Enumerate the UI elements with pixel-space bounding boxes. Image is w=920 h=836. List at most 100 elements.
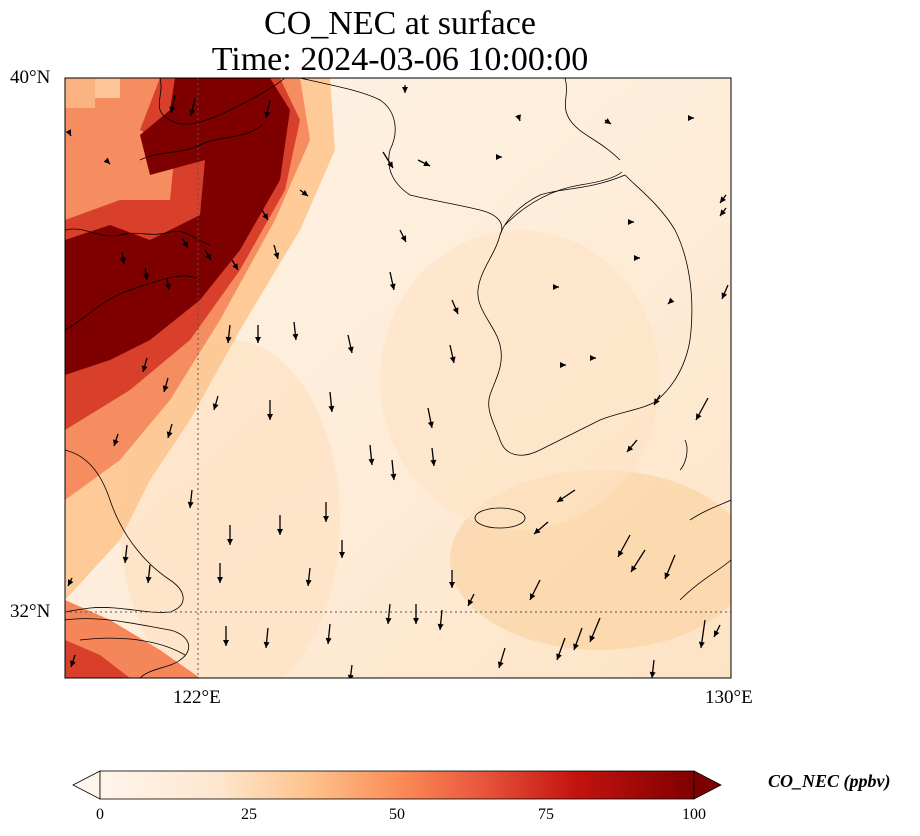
wind-vector-head — [225, 336, 232, 343]
wind-vector-head — [182, 241, 188, 248]
wind-vector-head — [430, 459, 437, 466]
wind-vector-head — [143, 273, 149, 280]
wind-vector-head — [166, 431, 173, 438]
wind-vector-head — [618, 550, 624, 557]
wind-vector-head — [68, 579, 74, 586]
wind-vector-head — [205, 253, 211, 260]
wind-vector-head — [325, 637, 332, 644]
colorbar-tick-25: 25 — [241, 806, 257, 823]
wind-vector-head — [169, 106, 176, 113]
lat-tick-32N: 32°N — [10, 601, 51, 622]
wind-vector-head — [449, 582, 455, 588]
wind-vector-head — [145, 576, 152, 583]
wind-vector-head — [113, 439, 119, 446]
wind-vector-head — [120, 257, 126, 264]
wind-vector-head — [664, 572, 671, 579]
wind-vector-head — [628, 219, 634, 225]
wind-vector-head — [530, 593, 536, 600]
wind-vector-head — [232, 263, 238, 270]
wind-vector-head — [696, 413, 702, 420]
wind-vector-head — [654, 398, 660, 405]
wind-vector-head — [264, 111, 271, 118]
wind-vector-head — [497, 661, 504, 668]
wind-vector-head — [698, 641, 705, 648]
wind-vector-head — [631, 565, 637, 572]
wind-vector-head — [223, 640, 229, 646]
colorbar-tick-75: 75 — [538, 806, 554, 823]
wind-vector-head — [413, 618, 419, 624]
wind-vector-head — [255, 337, 261, 343]
wind-vector-head — [634, 255, 640, 261]
colorbar-extend-max — [693, 770, 722, 800]
wind-vector-head — [162, 385, 169, 392]
wind-vector-head — [589, 635, 596, 642]
colorbar-tick-100: 100 — [682, 806, 706, 823]
colorbar-extend-min — [72, 770, 101, 800]
wind-vector-head — [649, 671, 656, 678]
wind-vector-head — [187, 501, 194, 508]
wind-vector-head — [720, 196, 726, 203]
lon-tick-122E: 122°E — [173, 687, 221, 708]
wind-vector-head — [301, 190, 308, 196]
wind-vectors — [65, 85, 729, 678]
wind-vector-head — [141, 365, 148, 372]
lon-tick-130E: 130°E — [705, 687, 753, 708]
wind-vector-head — [292, 333, 299, 340]
wind-vector-head — [604, 118, 611, 124]
wind-vector-head — [534, 527, 541, 534]
wind-vector-head — [720, 209, 726, 216]
wind-vector-head — [65, 129, 71, 136]
wind-vector-head — [427, 421, 434, 428]
lat-tick-40N: 40°N — [10, 67, 51, 88]
wind-vector-head — [347, 346, 354, 353]
map-title-line2: Time: 2024-03-06 10:00:00 — [211, 41, 589, 78]
wind-vector-head — [212, 403, 219, 410]
wind-vector-head — [573, 643, 579, 650]
wind-vector-head — [468, 599, 474, 606]
wind-vector-head — [390, 473, 397, 480]
wind-vector-head — [423, 160, 430, 166]
wind-vector-head — [496, 154, 502, 160]
wind-vector-head — [263, 641, 270, 648]
wind-vector-head — [553, 284, 559, 290]
wind-vector-head — [217, 577, 223, 583]
wind-vector-head — [189, 109, 196, 116]
wind-vector-head — [347, 674, 354, 678]
wind-vector-head — [668, 297, 675, 304]
wind-vector-head — [323, 516, 329, 522]
wind-vector-head — [557, 496, 564, 502]
wind-vector-head — [688, 115, 694, 121]
wind-vector-head — [556, 653, 562, 660]
wind-vector-head — [560, 362, 566, 368]
wind-vector-head — [277, 529, 283, 535]
wind-vector-head — [368, 458, 375, 465]
wind-vector-head — [227, 539, 233, 545]
colorbar-tick-0: 0 — [96, 806, 104, 823]
wind-vector-head — [402, 87, 408, 93]
plume-core — [65, 78, 290, 375]
wind-vector-head — [328, 405, 335, 412]
colorbar-bar — [99, 770, 695, 800]
wind-vector-head — [70, 660, 76, 667]
coastlines — [65, 78, 731, 678]
map-title-line1: CO_NEC at surface — [264, 5, 536, 42]
wind-vector-head — [714, 630, 720, 637]
wind-vector-head — [339, 552, 345, 558]
wind-vector — [349, 664, 353, 678]
wind-vector-head — [103, 157, 110, 164]
wind-vector-head — [627, 445, 634, 452]
wind-vector-head — [262, 213, 268, 220]
colorbar-label: CO_NEC (ppbv) — [768, 771, 891, 791]
wind-vector-head — [267, 414, 273, 420]
wind-vector-head — [305, 579, 312, 586]
wind-vector-head — [122, 556, 129, 563]
wind-vector-head — [590, 355, 596, 361]
wind-vector-head — [449, 356, 456, 363]
colorbar-tick-50: 50 — [389, 806, 405, 823]
wind-vector-head — [721, 292, 728, 299]
wind-vector-head — [387, 161, 393, 168]
wind-vector-head — [165, 283, 171, 290]
wind-vector-head — [400, 235, 406, 242]
wind-vector-head — [273, 252, 280, 259]
